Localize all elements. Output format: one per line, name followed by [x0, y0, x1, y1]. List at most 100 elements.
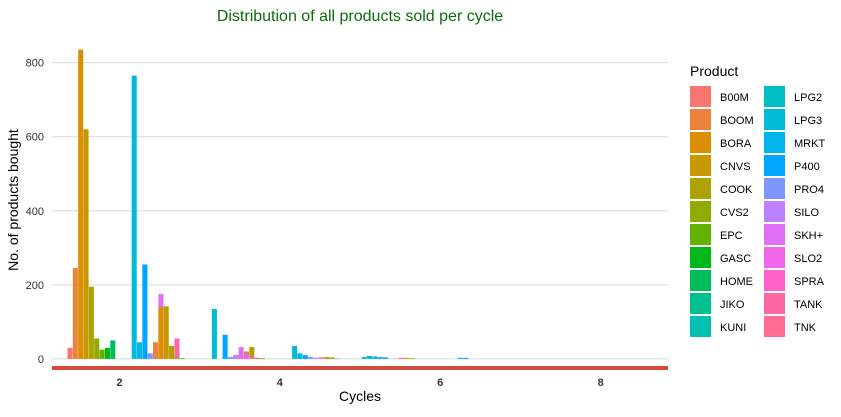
legend-label: MRKT: [794, 138, 825, 150]
bar-lpg3: [292, 346, 297, 359]
legend-swatch: [764, 86, 785, 107]
bar-silo: [233, 355, 238, 359]
legend-item: BOOM: [690, 109, 754, 130]
legend-swatch: [764, 293, 785, 314]
bar-cnvs: [84, 129, 89, 359]
bar-p400: [223, 335, 228, 359]
bar-epc: [260, 358, 265, 359]
legend-item: LPG2: [764, 86, 822, 107]
bar-pro4: [308, 357, 313, 359]
bar-p400: [383, 357, 388, 358]
bar-p400: [463, 358, 468, 359]
legend-label: P400: [794, 161, 820, 173]
x-tick-label: 4: [277, 377, 284, 389]
legend-item: SLO2: [764, 247, 822, 268]
bar-lpg3: [212, 309, 217, 359]
bar-cvs2: [174, 358, 179, 359]
legend-label: KUNI: [720, 322, 746, 334]
legend-item: CVS2: [690, 201, 749, 222]
legend-swatch: [690, 293, 711, 314]
bar-pro4: [228, 357, 233, 359]
bar-p400: [142, 264, 147, 358]
y-axis-label: No. of products bought: [5, 129, 21, 271]
legend-label: JIKO: [720, 299, 745, 311]
legend-swatch: [764, 316, 785, 337]
legend-item: MRKT: [764, 132, 825, 153]
bar-boom: [153, 342, 158, 359]
legend-swatch: [764, 178, 785, 199]
bar-epc: [180, 358, 185, 359]
bar-gasc: [105, 348, 110, 359]
x-axis-baseline: [52, 366, 668, 370]
legend-item: CNVS: [690, 155, 751, 176]
bar-silo: [313, 358, 318, 359]
bar-bora: [78, 50, 83, 359]
legend-item: TNK: [764, 316, 817, 337]
bar-skh: [399, 358, 404, 359]
y-tick-label: 600: [26, 132, 44, 144]
legend-label: SKH+: [794, 230, 823, 242]
legend-swatch: [764, 270, 785, 291]
bar-bora: [158, 307, 163, 359]
legend-swatch: [764, 247, 785, 268]
bar-tank: [174, 339, 179, 359]
x-tick-label: 8: [598, 377, 604, 389]
legend-swatch: [764, 132, 785, 153]
legend-swatch: [690, 132, 711, 153]
legend-item: SPRA: [764, 270, 825, 291]
legend-label: B00M: [720, 92, 749, 104]
legend-swatch: [690, 178, 711, 199]
legend-swatch: [690, 224, 711, 245]
legend-item: EPC: [690, 224, 743, 245]
legend-item: TANK: [764, 293, 823, 314]
bar-cook: [89, 287, 94, 359]
legend-swatch: [690, 86, 711, 107]
legend-swatch: [690, 316, 711, 337]
x-tick-label: 2: [116, 377, 122, 389]
bar-skh: [239, 347, 244, 359]
bar-mrkt: [297, 353, 302, 359]
legend-item: B00M: [690, 86, 749, 107]
bar-tank: [255, 358, 260, 359]
bar-b00m: [67, 348, 72, 359]
legend-label: SLO2: [794, 253, 822, 265]
legend-label: HOME: [720, 276, 753, 288]
legend-swatch: [764, 224, 785, 245]
bar-boom: [73, 268, 78, 359]
legend-item: P400: [764, 155, 820, 176]
bar-spra: [249, 357, 254, 359]
legend-swatch: [690, 247, 711, 268]
bar-cook: [329, 357, 334, 358]
legend-item: JIKO: [690, 293, 745, 314]
bar-kuni: [362, 357, 367, 359]
legend-swatch: [690, 109, 711, 130]
legend-label: LPG3: [794, 115, 822, 127]
x-axis-label: Cycles: [339, 388, 381, 404]
bar-lpg3: [372, 356, 377, 359]
y-tick-label: 0: [38, 354, 44, 366]
bar-mrkt: [137, 342, 142, 359]
bars: [67, 50, 468, 359]
legend-swatch: [764, 109, 785, 130]
bar-epc: [100, 350, 105, 359]
bar-cnvs: [164, 306, 169, 359]
legend-item: GASC: [690, 247, 751, 268]
legend-item: PRO4: [764, 178, 824, 199]
legend-swatch: [764, 155, 785, 176]
x-tick-label: 6: [437, 377, 443, 389]
bar-slo2: [244, 353, 249, 359]
bar-cook: [169, 346, 174, 359]
legend-label: GASC: [720, 253, 751, 265]
legend-label: CNVS: [720, 161, 751, 173]
legend-item: SILO: [764, 201, 820, 222]
legend-label: BORA: [720, 138, 752, 150]
legend-label: EPC: [720, 230, 743, 242]
legend-swatch: [764, 201, 785, 222]
legend-items: B00MBOOMBORACNVSCOOKCVS2EPCGASCHOMEJIKOK…: [690, 86, 825, 337]
legend-item: SKH+: [764, 224, 823, 245]
legend-label: LPG2: [794, 92, 822, 104]
y-tick-label: 200: [26, 280, 44, 292]
